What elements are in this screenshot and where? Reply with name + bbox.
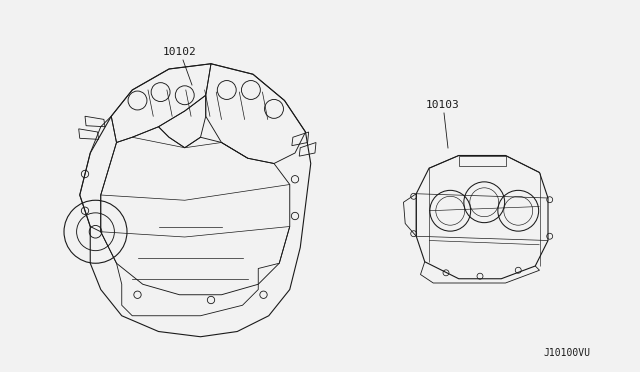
Text: J10100VU: J10100VU <box>543 348 590 358</box>
Text: 10102: 10102 <box>163 47 196 57</box>
Text: 10103: 10103 <box>426 100 460 110</box>
